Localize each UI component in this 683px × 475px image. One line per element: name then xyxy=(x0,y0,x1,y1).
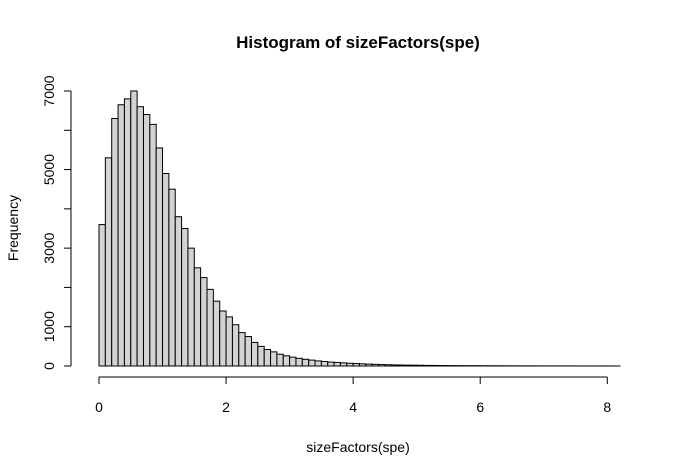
histogram-bar xyxy=(142,114,151,367)
histogram-bar xyxy=(428,364,437,367)
histogram-bar xyxy=(301,358,310,367)
histogram-bar xyxy=(98,224,106,367)
y-axis-label: Frequency xyxy=(5,195,21,261)
histogram-bar xyxy=(371,363,380,367)
histogram-bar xyxy=(333,361,341,367)
histogram-bar xyxy=(327,361,335,367)
histogram-bar xyxy=(130,90,138,367)
histogram-bar xyxy=(390,364,399,367)
histogram-bar xyxy=(212,300,221,367)
histogram-bar xyxy=(225,316,233,367)
histogram-bar xyxy=(289,356,297,367)
histogram-bar xyxy=(162,173,170,367)
histogram-bar xyxy=(365,363,373,367)
histogram-bar xyxy=(123,98,132,367)
histogram-bar xyxy=(200,277,208,367)
histogram-bar xyxy=(346,362,354,367)
y-tick-label: 3000 xyxy=(41,232,57,263)
histogram-bar xyxy=(257,345,265,367)
y-axis: 0 1000 3000 5000 7000 xyxy=(41,75,72,370)
y-tick-label: 1000 xyxy=(41,311,57,342)
histogram-bar xyxy=(282,355,291,367)
histogram-bar xyxy=(384,364,392,367)
histogram-bar xyxy=(155,147,164,367)
histogram-bar xyxy=(136,106,144,367)
histogram-bar xyxy=(416,364,424,367)
histogram-bar xyxy=(149,123,157,367)
y-tick-label: 0 xyxy=(41,362,57,370)
x-tick-label: 6 xyxy=(476,399,484,415)
x-tick-label: 4 xyxy=(349,399,357,415)
histogram-bar xyxy=(219,310,227,367)
histogram-bar xyxy=(117,104,125,367)
histogram-bar xyxy=(308,359,316,367)
histogram-bar xyxy=(181,228,189,367)
x-axis: 0 2 4 6 8 xyxy=(95,376,611,415)
histogram-bar xyxy=(174,216,183,367)
histogram-bar xyxy=(263,349,272,367)
histogram-bar xyxy=(295,357,303,367)
histogram-bar xyxy=(250,341,259,367)
histogram-bar xyxy=(111,118,119,367)
histogram-bar xyxy=(104,157,113,367)
histogram-bar xyxy=(339,362,348,367)
y-tick-label: 5000 xyxy=(41,154,57,185)
chart-title: Histogram of sizeFactors(spe) xyxy=(236,33,480,52)
x-tick-label: 2 xyxy=(222,399,230,415)
bars xyxy=(98,90,621,367)
histogram-bar xyxy=(244,336,252,367)
histogram-bar xyxy=(231,324,240,367)
histogram-bar xyxy=(378,364,386,367)
histogram-bar xyxy=(397,364,405,367)
histogram-bar xyxy=(206,288,214,367)
histogram-bar xyxy=(276,353,284,367)
histogram-bar xyxy=(314,360,322,367)
histogram-bar xyxy=(359,363,367,367)
histogram-bar xyxy=(320,360,329,367)
histogram-bar xyxy=(238,332,246,367)
histogram-bar xyxy=(168,188,176,367)
histogram-bar xyxy=(270,351,278,367)
histogram-bar xyxy=(187,247,195,367)
histogram-bar xyxy=(193,267,202,367)
histogram-bar xyxy=(409,364,418,367)
histogram-bar xyxy=(352,363,360,367)
y-tick-label: 7000 xyxy=(41,75,57,106)
x-tick-label: 8 xyxy=(603,399,611,415)
x-tick-label: 0 xyxy=(95,399,103,415)
histogram-bar xyxy=(422,364,430,367)
x-axis-label: sizeFactors(spe) xyxy=(306,439,409,455)
histogram-bar xyxy=(403,364,411,367)
